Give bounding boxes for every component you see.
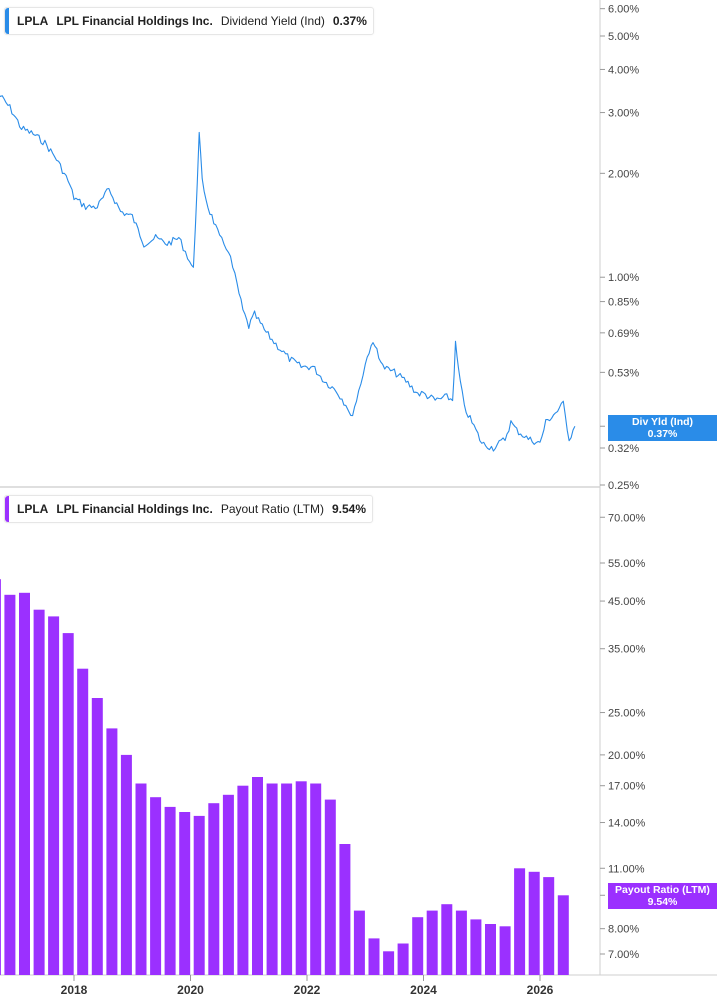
payout-bar: [179, 812, 191, 975]
payout-tick-label: 55.00%: [608, 558, 646, 570]
payout-bar: [266, 783, 278, 975]
bottom-legend[interactable]: LPLA LPL Financial Holdings Inc. Payout …: [4, 495, 373, 523]
payout-bar: [383, 951, 395, 975]
payout-tick-label: 35.00%: [608, 644, 646, 656]
top-legend-company: LPL Financial Holdings Inc.: [56, 14, 213, 28]
payout-tick-label: 25.00%: [608, 708, 646, 720]
payout-tick-label: 70.00%: [608, 512, 646, 524]
payout-tick-label: 14.00%: [608, 818, 646, 830]
payout-bar: [4, 594, 16, 975]
yield-series-line: [0, 95, 576, 452]
yield-tick-label: 6.00%: [608, 4, 639, 16]
payout-bar: [470, 919, 482, 975]
payout-bar: [485, 924, 496, 975]
payout-bar: [193, 815, 205, 975]
yield-tick-label: 1.00%: [608, 272, 639, 284]
payout-bar: [543, 877, 555, 975]
payout-bar: [208, 803, 220, 975]
payout-bar: [557, 895, 569, 975]
yield-tick-label: 2.00%: [608, 168, 639, 180]
yield-tick-label: 0.53%: [608, 367, 639, 379]
x-tick-label: 2024: [410, 983, 437, 997]
payout-bar: [499, 926, 511, 975]
yield-tick-label: 0.25%: [608, 480, 639, 492]
yield-tag-value: 0.37%: [647, 428, 678, 440]
yield-tick-label: 5.00%: [608, 31, 639, 43]
payout-tick-label: 11.00%: [608, 863, 645, 875]
payout-value-tag: Payout Ratio (LTM) 9.54%: [608, 883, 717, 909]
payout-bar: [281, 783, 293, 975]
payout-bar: [106, 728, 118, 975]
payout-tick-label: 17.00%: [608, 781, 646, 793]
payout-tag-label: Payout Ratio (LTM): [615, 884, 710, 896]
x-tick-label: 2018: [61, 983, 88, 997]
x-tick-label: 2026: [527, 983, 554, 997]
payout-bar: [19, 592, 30, 975]
payout-bar: [120, 754, 132, 975]
payout-tag-value: 9.54%: [647, 896, 678, 908]
bottom-legend-company: LPL Financial Holdings Inc.: [56, 502, 213, 516]
yield-tick-label: 0.85%: [608, 297, 639, 309]
payout-bar: [310, 783, 322, 975]
payout-bar: [455, 910, 467, 975]
bottom-legend-value: 9.54%: [331, 502, 366, 516]
yield-tag-label: Div Yld (Ind): [631, 416, 694, 428]
bottom-legend-ticker: LPLA: [17, 502, 49, 516]
payout-bar: [33, 609, 45, 975]
payout-bar: [237, 785, 249, 975]
payout-bar: [324, 799, 336, 975]
top-legend-value: 0.37%: [332, 14, 367, 28]
payout-bar: [397, 943, 409, 975]
payout-bar: [295, 781, 307, 975]
payout-bar: [412, 917, 424, 975]
payout-bar: [0, 579, 1, 975]
payout-bar: [368, 938, 380, 975]
payout-bar: [164, 806, 176, 975]
payout-bar: [441, 904, 453, 975]
payout-bar: [77, 668, 89, 975]
payout-tick-label: 20.00%: [608, 750, 646, 762]
payout-bar: [48, 616, 60, 975]
payout-bar: [222, 794, 234, 975]
payout-bar: [150, 797, 162, 975]
yield-tick-label: 4.00%: [608, 64, 639, 76]
top-legend-ticker: LPLA: [17, 14, 49, 28]
top-legend-metric: Dividend Yield (Ind): [220, 14, 325, 28]
bottom-legend-swatch: [5, 496, 9, 522]
payout-bar: [514, 868, 526, 975]
payout-bar: [426, 910, 438, 975]
payout-bar: [339, 844, 351, 975]
payout-bar: [528, 871, 540, 975]
payout-bar: [353, 910, 365, 975]
payout-bar: [91, 698, 103, 975]
x-tick-label: 2022: [294, 983, 321, 997]
x-tick-label: 2020: [177, 983, 204, 997]
yield-tick-label: 3.00%: [608, 108, 639, 120]
bottom-legend-metric: Payout Ratio (LTM): [220, 502, 324, 516]
payout-tick-label: 7.00%: [608, 949, 639, 961]
yield-tick-label: 0.32%: [608, 443, 639, 455]
yield-value-tag: Div Yld (Ind) 0.37%: [608, 415, 717, 441]
payout-bar: [252, 777, 263, 975]
yield-tick-label: 0.69%: [608, 328, 639, 340]
payout-bar: [135, 783, 147, 975]
payout-bar: [62, 633, 74, 975]
top-legend[interactable]: LPLA LPL Financial Holdings Inc. Dividen…: [4, 7, 374, 35]
payout-tick-label: 8.00%: [608, 924, 639, 936]
payout-tick-label: 45.00%: [608, 596, 646, 608]
top-legend-swatch: [5, 8, 9, 34]
